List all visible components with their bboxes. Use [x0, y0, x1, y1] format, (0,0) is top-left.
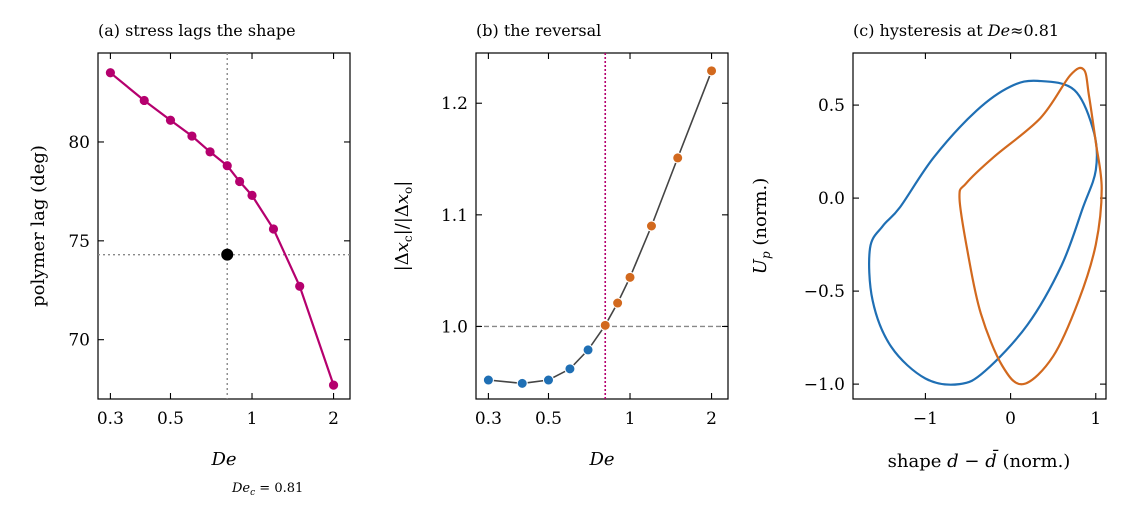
- panel-c-xtick-label: 0: [1005, 409, 1016, 429]
- panel-b-ytick-label: 1.1: [441, 206, 468, 226]
- panel-b-xtick-label: 1: [625, 409, 636, 429]
- panel-b-ytick-label: 1.0: [441, 317, 468, 337]
- lag-data-point: [165, 115, 176, 125]
- lag-data-point: [187, 131, 197, 141]
- ratio-data-point: [582, 344, 594, 356]
- ratio-series-line: [488, 70, 713, 385]
- panel-b-xtick-label: 0.5: [535, 409, 562, 429]
- panel-a-xlabel: De: [210, 449, 236, 470]
- hysteresis-loop-blue: [868, 79, 1099, 386]
- panel-c-ytick-label: 0.0: [818, 189, 845, 209]
- ratio-data-point: [672, 152, 684, 164]
- panel-c-title: (c) hysteresis at De≈0.81: [853, 21, 1059, 40]
- panel-b: (b) the reversal 0.3 0.5 1 2 1.0 1.1 1.2 De |Δ…: [392, 21, 729, 470]
- panel-a-xtick-label: 0.5: [157, 409, 184, 429]
- lag-data-point: [139, 95, 149, 106]
- lag-data-point: [205, 147, 215, 157]
- panel-b-series: [482, 65, 718, 389]
- panel-a-frame: [97, 52, 351, 400]
- ratio-data-point: [564, 363, 576, 375]
- panel-b-ylabel: |Δxc|/|Δxo|: [392, 181, 415, 272]
- panel-a-ytick-label: 75: [68, 232, 90, 252]
- panel-b-ticks: 0.3 0.5 1 2 1.0 1.1 1.2: [441, 53, 728, 429]
- panel-a-ylabel: polymer lag (deg): [28, 145, 49, 307]
- panel-a-ytick-label: 80: [68, 133, 90, 153]
- panel-c-frame: [852, 52, 1107, 400]
- ratio-data-point: [624, 271, 636, 283]
- panel-c-ytick-label: 0.5: [818, 96, 845, 116]
- panel-a-ytick-label: 70: [68, 331, 90, 351]
- panel-a-xtick-label: 2: [328, 409, 339, 429]
- critical-point-marker: [221, 248, 234, 261]
- panel-b-xtick-label: 2: [706, 409, 717, 429]
- ratio-data-point: [612, 297, 624, 309]
- lag-data-point: [247, 190, 257, 200]
- panel-c-xtick-label: 1: [1090, 409, 1101, 429]
- ratio-data-point: [706, 65, 718, 77]
- panel-c-ytick-label: −1.0: [804, 375, 845, 395]
- lag-data-point: [105, 68, 115, 78]
- panel-c-ytick-label: −0.5: [804, 282, 845, 302]
- panel-b-ytick-label: 1.2: [441, 94, 468, 114]
- panel-b-title: (b) the reversal: [476, 21, 601, 40]
- panel-a-xtick-label: 1: [247, 409, 258, 429]
- lag-data-point: [235, 176, 245, 187]
- lag-series-line: [109, 71, 335, 386]
- ratio-data-point: [516, 377, 528, 389]
- panel-c-ticks: −1 0 1 −1.0 −0.5 0.0 0.5: [804, 53, 1106, 429]
- hysteresis-loop-orange: [958, 66, 1103, 386]
- panel-b-xtick-label: 0.3: [475, 409, 502, 429]
- panel-c-ylabel: Up (norm.): [750, 178, 773, 274]
- panel-a-reference-lines: [98, 53, 350, 399]
- panel-a-xtick-label: 0.3: [97, 409, 124, 429]
- panel-c-xlabel: shape d − d̄ (norm.): [888, 448, 1071, 472]
- lag-data-point: [268, 224, 279, 234]
- panel-c: (c) hysteresis at De≈0.81 −1 0 1 −1.0 −0.5 0.…: [750, 21, 1107, 472]
- panel-b-xlabel: De: [588, 449, 614, 470]
- lag-data-point: [295, 281, 305, 291]
- panel-a: (a) stress lags the shape 0.3 0.5 1 2 70 75 80…: [28, 21, 351, 498]
- panel-a-title: (a) stress lags the shape: [98, 21, 296, 40]
- lag-data-point: [222, 161, 232, 171]
- panel-c-series: [868, 66, 1103, 386]
- panel-b-frame: [475, 52, 729, 400]
- ratio-data-point: [599, 319, 611, 331]
- ratio-data-point: [542, 374, 554, 386]
- panel-b-reference-lines: [476, 53, 728, 399]
- panel-a-ticks: 0.3 0.5 1 2 70 75 80: [68, 53, 350, 429]
- lag-data-point: [328, 380, 339, 390]
- panel-c-xtick-label: −1: [913, 409, 938, 429]
- ratio-data-point: [482, 374, 494, 386]
- panel-a-series: [105, 68, 339, 390]
- panel-a-annotation: Dec = 0.81: [231, 481, 303, 498]
- ratio-data-point: [645, 220, 657, 232]
